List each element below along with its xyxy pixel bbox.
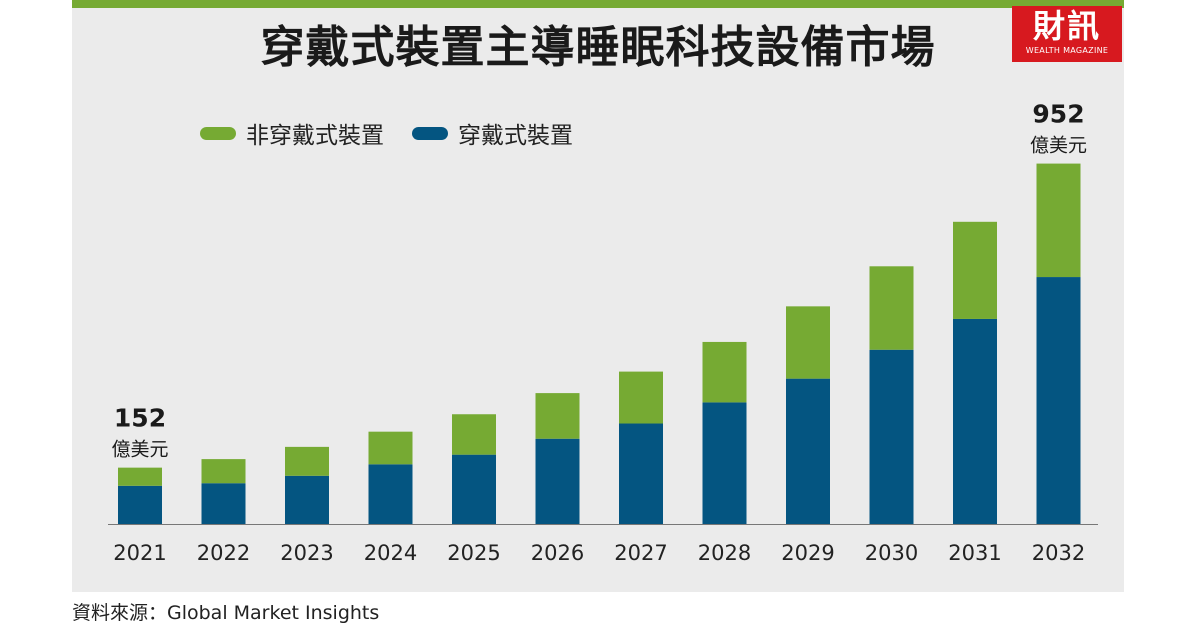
legend-swatch-non-wearable (200, 126, 236, 140)
bar-non-wearable-2022 (201, 459, 246, 484)
bar-non-wearable-2021 (118, 467, 162, 486)
bar-wearable-2023 (285, 475, 329, 524)
bar-wearable-2030 (869, 349, 914, 524)
bar-non-wearable-2025 (452, 414, 496, 455)
x-tick-label: 2031 (948, 541, 1001, 565)
top-accent-bar (72, 0, 1124, 8)
legend-item-non-wearable: 非穿戴式裝置 (200, 116, 384, 150)
annotation-unit-2021: 億美元 (111, 439, 168, 461)
legend-item-wearable: 穿戴式裝置 (412, 116, 573, 150)
bar-wearable-2022 (201, 483, 246, 524)
x-tick-label: 2030 (865, 541, 918, 565)
source-note: 資料來源：Global Market Insights (72, 602, 380, 624)
x-tick-label: 2023 (280, 541, 333, 565)
x-tick-label: 2029 (781, 541, 834, 565)
chart-panel (72, 0, 1124, 592)
legend-swatch-wearable (412, 126, 448, 140)
x-tick-label: 2021 (113, 541, 166, 565)
bar-wearable-2024 (368, 464, 413, 524)
bar-non-wearable-2023 (285, 446, 329, 476)
bar-wearable-2032 (1036, 277, 1081, 524)
annotation-unit-2032: 億美元 (1030, 135, 1087, 157)
x-tick-label: 2025 (447, 541, 500, 565)
annotation-value-2032: 952 (1032, 100, 1084, 129)
logo-chinese-text: 財訊 (1032, 7, 1101, 45)
legend: 非穿戴式裝置 穿戴式裝置 (200, 116, 601, 150)
legend-label-wearable: 穿戴式裝置 (458, 123, 573, 149)
bar-non-wearable-2030 (869, 266, 914, 350)
x-tick-label: 2032 (1032, 541, 1085, 565)
bar-wearable-2029 (786, 378, 830, 524)
bar-wearable-2031 (953, 318, 997, 524)
bar-non-wearable-2028 (702, 341, 747, 403)
logo-english-text: WEALTH MAGAZINE (1025, 46, 1109, 55)
x-tick-label: 2022 (197, 541, 250, 565)
bar-non-wearable-2027 (619, 371, 663, 424)
x-tick-label: 2026 (531, 541, 584, 565)
bar-wearable-2026 (535, 438, 580, 524)
bar-wearable-2027 (619, 423, 663, 524)
wealth-magazine-logo: 財訊 WEALTH MAGAZINE (1012, 6, 1122, 62)
x-tick-label: 2024 (364, 541, 417, 565)
legend-label-non-wearable: 非穿戴式裝置 (246, 123, 384, 149)
bar-non-wearable-2029 (786, 306, 830, 379)
chart-title: 穿戴式裝置主導睡眠科技設備市場 (260, 22, 936, 73)
bar-wearable-2021 (118, 485, 162, 524)
bar-non-wearable-2032 (1036, 163, 1081, 278)
bar-non-wearable-2024 (368, 431, 413, 465)
bar-wearable-2028 (702, 402, 747, 524)
bar-non-wearable-2031 (953, 221, 997, 319)
annotation-value-2021: 152 (114, 404, 166, 433)
bar-wearable-2025 (452, 454, 496, 524)
bar-non-wearable-2026 (535, 393, 580, 439)
x-tick-label: 2028 (698, 541, 751, 565)
x-tick-label: 2027 (614, 541, 667, 565)
